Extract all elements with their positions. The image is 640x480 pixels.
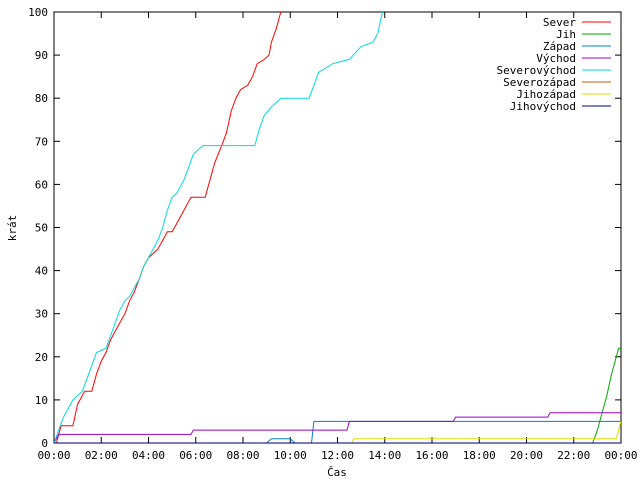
series-line-2 bbox=[54, 420, 621, 443]
x-tick-label: 10:00 bbox=[274, 449, 307, 462]
series-line-0 bbox=[55, 12, 282, 443]
series-line-4 bbox=[54, 12, 383, 443]
legend-label: Severozápad bbox=[503, 76, 576, 89]
x-tick-label: 00:00 bbox=[37, 449, 70, 462]
y-tick-label: 10 bbox=[35, 394, 48, 407]
y-tick-label: 20 bbox=[35, 351, 48, 364]
x-axis-title: Čas bbox=[327, 466, 347, 479]
y-tick-label: 0 bbox=[41, 437, 48, 450]
legend-label: Sever bbox=[543, 16, 576, 29]
series-line-6 bbox=[54, 421, 621, 443]
x-tick-label: 12:00 bbox=[321, 449, 354, 462]
y-tick-label: 60 bbox=[35, 178, 48, 191]
legend-label: Jihovýchod bbox=[510, 100, 576, 113]
legend-label: Severovýchod bbox=[497, 64, 576, 77]
x-tick-label: 06:00 bbox=[179, 449, 212, 462]
x-tick-label: 02:00 bbox=[85, 449, 118, 462]
y-tick-label: 90 bbox=[35, 49, 48, 62]
series-lines bbox=[54, 12, 621, 443]
y-axis-title: krát bbox=[6, 215, 19, 242]
x-tick-label: 08:00 bbox=[226, 449, 259, 462]
series-line-1 bbox=[54, 347, 621, 443]
legend-label: Západ bbox=[543, 40, 576, 53]
x-axis-ticks: 00:00 02:00 04:00 06:00 08:00 10:00 12:00 14:00… bbox=[37, 12, 638, 462]
y-tick-label: 40 bbox=[35, 265, 48, 278]
legend-label: Východ bbox=[536, 52, 576, 65]
series-line-3 bbox=[54, 412, 621, 443]
legend-label: Jih bbox=[556, 28, 576, 41]
y-axis-ticks: 0 10 20 30 40 50 60 70 80 90 100 bbox=[28, 6, 621, 450]
y-tick-label: 30 bbox=[35, 308, 48, 321]
y-tick-label: 50 bbox=[35, 222, 48, 235]
y-tick-label: 80 bbox=[35, 92, 48, 105]
x-tick-label: 20:00 bbox=[510, 449, 543, 462]
legend: SeverJihZápadVýchodSeverovýchodSeverozáp… bbox=[497, 16, 611, 113]
x-tick-label: 22:00 bbox=[557, 449, 590, 462]
legend-label: Jihozápad bbox=[516, 88, 576, 101]
x-tick-label: 14:00 bbox=[368, 449, 401, 462]
x-tick-label: 04:00 bbox=[132, 449, 165, 462]
y-tick-label: 100 bbox=[28, 6, 48, 19]
x-tick-label: 18:00 bbox=[463, 449, 496, 462]
x-tick-label: 00:00 bbox=[604, 449, 637, 462]
x-tick-label: 16:00 bbox=[415, 449, 448, 462]
y-tick-label: 70 bbox=[35, 135, 48, 148]
